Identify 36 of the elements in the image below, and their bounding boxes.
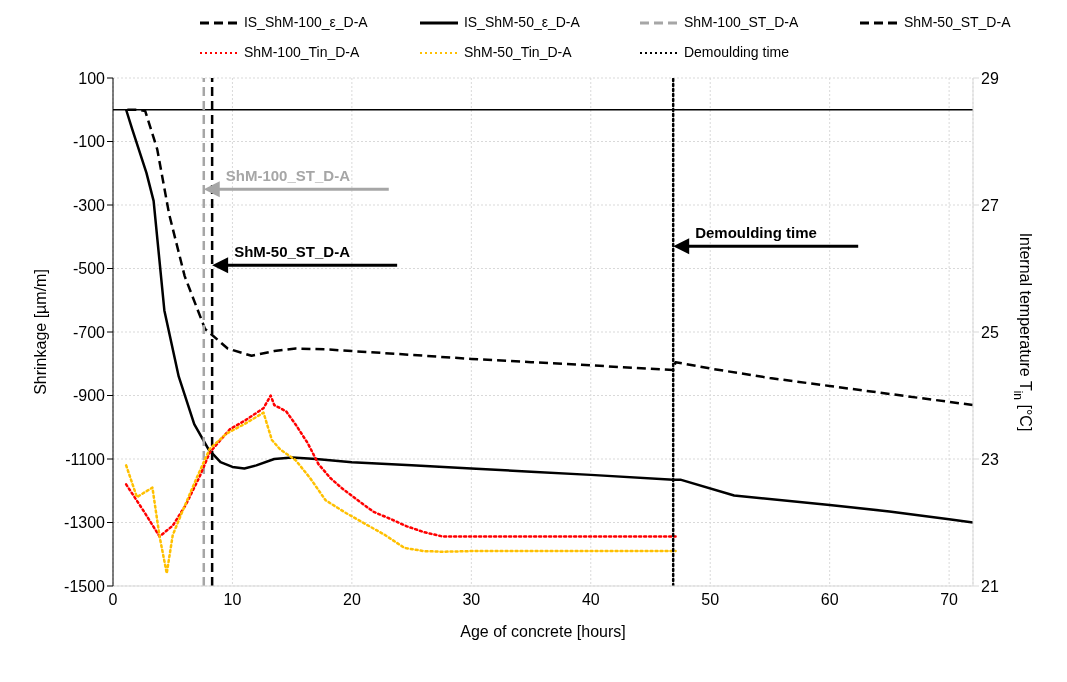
y2-tick-label: 21 [981,577,999,595]
x-axis-title: Age of concrete [hours] [460,623,626,640]
y-tick-label: -700 [72,323,106,341]
x-tick-label: 70 [940,591,959,609]
x-tick-label: 0 [108,591,118,609]
x-tick-label: 30 [462,591,481,609]
x-tick-label: 40 [581,591,600,609]
y-tick-label: -100 [72,133,106,151]
y2-tick-label: 23 [981,450,999,468]
legend-label: Demoulding time [683,44,789,60]
line-series [124,394,677,538]
legend-label: IS_ShM-100_ε_D-A [243,14,368,30]
x-tick-label: 20 [342,591,361,609]
y-tick-label: -500 [72,260,106,278]
y-tick-label: -1100 [65,450,106,468]
annotation: ShM-50_ST_D-A [234,243,351,261]
y-tick-label: -1300 [64,514,106,532]
annotation: Demoulding time [695,224,817,242]
legend-label: ShM-50_Tin_D-A [463,44,572,60]
y-tick-label: -1500 [64,577,106,595]
annotation: ShM-100_ST_D-A [225,167,351,185]
y-tick-label: -300 [72,196,106,214]
y-axis-title: Shrinkage [µm/m] [32,269,50,395]
legend-label: ShM-100_ST_D-A [683,14,799,30]
legend-label: ShM-100_Tin_D-A [243,44,360,60]
x-tick-label: 60 [820,591,839,609]
y2-tick-label: 29 [981,69,999,87]
y2-tick-label: 25 [981,323,999,341]
y-tick-label: 100 [78,69,106,87]
y2-tick-label: 27 [981,196,999,214]
x-tick-label: 10 [223,591,242,609]
y-tick-label: -900 [72,387,106,405]
legend-label: IS_ShM-50_ε_D-A [463,14,580,30]
legend-label: ShM-50_ST_D-A [903,14,1011,30]
line-series [124,411,677,575]
x-tick-label: 50 [701,591,720,609]
